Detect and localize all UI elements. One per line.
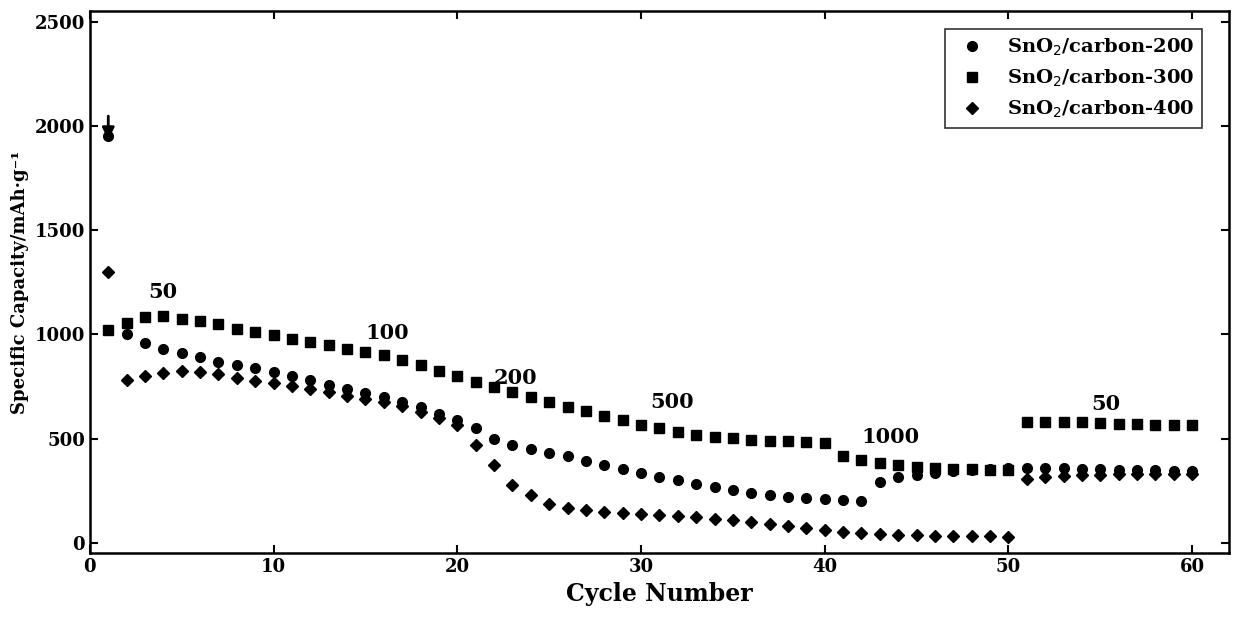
SnO$_2$/carbon-300 <box>1001 466 1016 474</box>
Text: 500: 500 <box>650 392 694 412</box>
Line: SnO$_2$/carbon-300: SnO$_2$/carbon-300 <box>103 311 1197 475</box>
SnO$_2$/carbon-400 <box>1001 533 1016 540</box>
SnO$_2$/carbon-300 <box>394 356 409 363</box>
Text: 50: 50 <box>1091 394 1120 414</box>
SnO$_2$/carbon-200 <box>1184 468 1199 475</box>
SnO$_2$/carbon-400 <box>450 421 465 429</box>
SnO$_2$/carbon-300 <box>799 438 813 445</box>
SnO$_2$/carbon-200 <box>394 399 409 406</box>
SnO$_2$/carbon-400 <box>413 408 428 415</box>
SnO$_2$/carbon-400 <box>284 383 299 390</box>
Text: 200: 200 <box>494 368 538 387</box>
SnO$_2$/carbon-200 <box>854 498 869 505</box>
SnO$_2$/carbon-300 <box>432 367 446 375</box>
SnO$_2$/carbon-400 <box>100 268 115 276</box>
Line: SnO$_2$/carbon-400: SnO$_2$/carbon-400 <box>104 268 1197 540</box>
Legend: SnO$_2$/carbon-200, SnO$_2$/carbon-300, SnO$_2$/carbon-400: SnO$_2$/carbon-200, SnO$_2$/carbon-300, … <box>945 29 1202 128</box>
SnO$_2$/carbon-300 <box>156 312 171 320</box>
SnO$_2$/carbon-300 <box>1184 421 1199 429</box>
X-axis label: Cycle Number: Cycle Number <box>567 582 753 606</box>
Y-axis label: Specific Capacity/mAh·g⁻¹: Specific Capacity/mAh·g⁻¹ <box>11 151 29 414</box>
SnO$_2$/carbon-300 <box>486 383 501 391</box>
Line: SnO$_2$/carbon-200: SnO$_2$/carbon-200 <box>122 329 1197 506</box>
SnO$_2$/carbon-400 <box>1184 471 1199 478</box>
SnO$_2$/carbon-300 <box>303 339 317 346</box>
SnO$_2$/carbon-200 <box>156 346 171 353</box>
SnO$_2$/carbon-400 <box>780 522 795 529</box>
SnO$_2$/carbon-200 <box>909 471 924 478</box>
SnO$_2$/carbon-200 <box>229 361 244 368</box>
SnO$_2$/carbon-400 <box>377 399 392 406</box>
Text: 50: 50 <box>149 282 177 302</box>
Text: 100: 100 <box>366 323 409 343</box>
SnO$_2$/carbon-300 <box>469 378 484 385</box>
SnO$_2$/carbon-400 <box>469 442 484 449</box>
Text: 1000: 1000 <box>862 427 920 447</box>
SnO$_2$/carbon-200 <box>119 331 134 338</box>
SnO$_2$/carbon-300 <box>100 326 115 334</box>
SnO$_2$/carbon-200 <box>284 373 299 380</box>
SnO$_2$/carbon-200 <box>671 477 686 484</box>
